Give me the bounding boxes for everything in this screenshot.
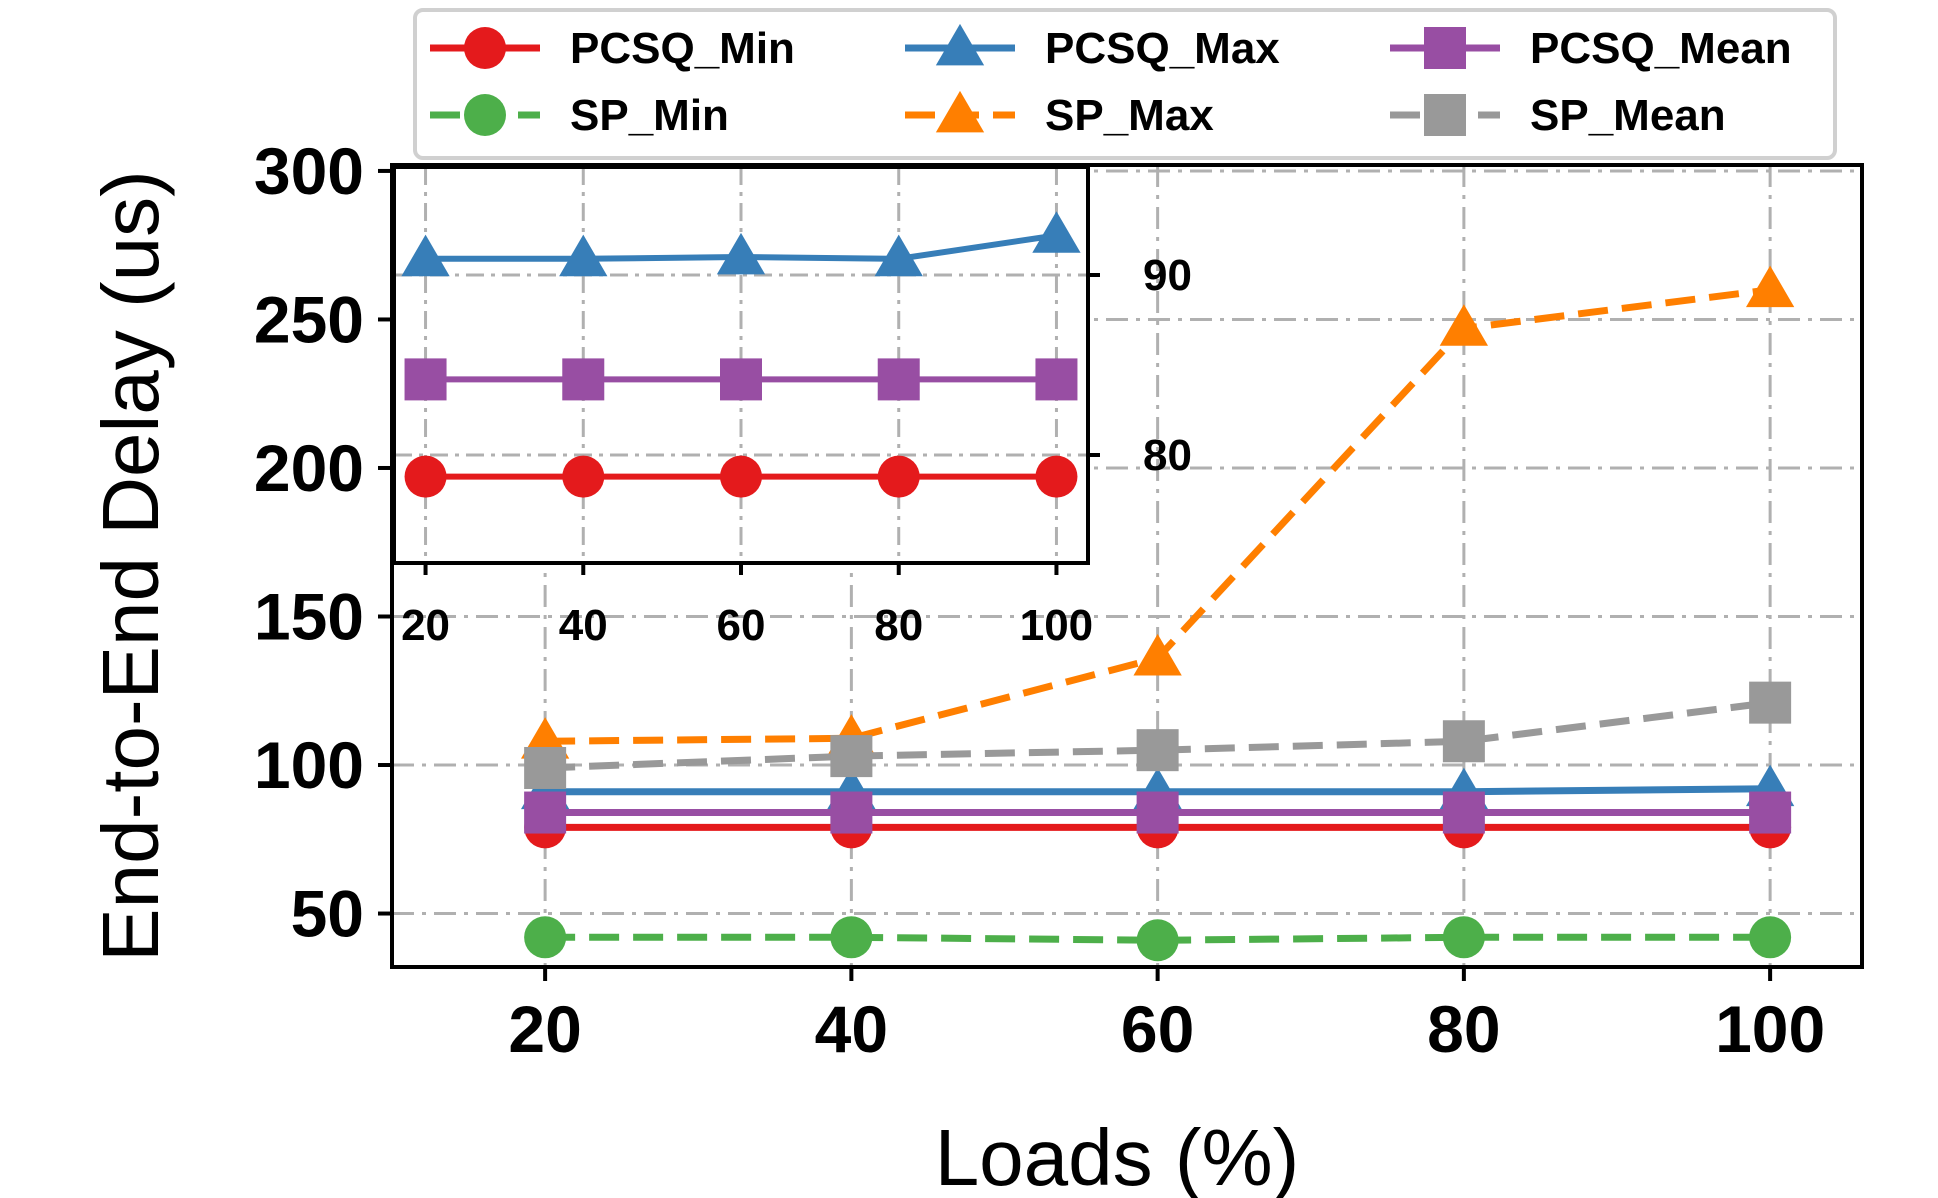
inset-x-tick-label: 40 bbox=[559, 601, 608, 650]
inset-point-pcsq-mean bbox=[1035, 358, 1078, 401]
data-point-sp-min bbox=[1136, 919, 1179, 962]
inset-point-pcsq-max bbox=[559, 234, 608, 277]
inset-point-pcsq-max bbox=[716, 232, 766, 275]
legend-label: SP_Mean bbox=[1530, 91, 1726, 140]
inset-point-pcsq-mean bbox=[720, 358, 762, 401]
legend-label: SP_Min bbox=[570, 91, 729, 140]
main-ticks: 20 40 60 80 100 50 100 150 200 250 300 bbox=[254, 134, 1825, 1066]
data-point-sp-max bbox=[1745, 265, 1795, 308]
y-tick-label: 250 bbox=[254, 282, 364, 356]
legend-label: PCSQ_Mean bbox=[1530, 24, 1792, 73]
inset-point-pcsq-min bbox=[404, 455, 447, 498]
inset-x-tick-label: 20 bbox=[401, 601, 450, 650]
legend-marker-pcsq-min bbox=[464, 27, 506, 69]
inset-point-pcsq-mean bbox=[562, 358, 605, 401]
y-tick-label: 100 bbox=[254, 728, 364, 802]
y-axis-title: End-to-End Delay (us) bbox=[86, 170, 175, 961]
inset-point-pcsq-max bbox=[874, 234, 923, 277]
inset-point-pcsq-max bbox=[401, 234, 450, 277]
main-series bbox=[520, 265, 1795, 962]
data-point-pcsq-mean bbox=[1136, 791, 1179, 834]
data-point-pcsq-mean bbox=[830, 791, 873, 834]
data-point-sp-min bbox=[830, 916, 873, 959]
x-tick-label: 60 bbox=[1121, 992, 1194, 1066]
x-tick-label: 80 bbox=[1427, 992, 1500, 1066]
x-axis-title: Loads (%) bbox=[935, 1113, 1300, 1198]
inset-y-tick-label: 80 bbox=[1143, 431, 1192, 480]
legend: PCSQ_Min PCSQ_Max PCSQ_Mean SP_Min SP_Max SP_… bbox=[413, 8, 1837, 160]
data-point-sp-max bbox=[1439, 304, 1489, 346]
inset-y-tick-label: 90 bbox=[1143, 251, 1192, 300]
plot-frame bbox=[390, 163, 1864, 969]
legend-item-pcsq-max: PCSQ_Max bbox=[905, 23, 1280, 73]
series-line-sp-min bbox=[545, 933, 1771, 944]
inset-point-pcsq-min bbox=[562, 455, 605, 498]
series-pcsq-mean bbox=[524, 791, 1792, 834]
legend-item-sp-min: SP_Min bbox=[430, 91, 729, 140]
data-point-sp-min bbox=[1442, 916, 1485, 959]
data-point-sp-min bbox=[524, 916, 567, 959]
legend-item-pcsq-min: PCSQ_Min bbox=[430, 24, 795, 73]
data-point-pcsq-mean bbox=[1749, 791, 1792, 834]
legend-marker-pcsq-mean bbox=[1424, 27, 1466, 69]
inset-series-pcsq-mean bbox=[404, 358, 1078, 401]
data-point-sp-mean bbox=[1136, 729, 1179, 772]
inset-point-pcsq-min bbox=[720, 455, 762, 498]
y-tick-label: 200 bbox=[254, 431, 364, 505]
legend-marker-sp-max bbox=[935, 90, 985, 133]
legend-item-pcsq-mean: PCSQ_Mean bbox=[1390, 24, 1792, 73]
data-point-sp-mean bbox=[1749, 681, 1792, 724]
inset-point-pcsq-mean bbox=[877, 358, 920, 401]
y-tick-label: 150 bbox=[254, 579, 364, 653]
inset-chart: 20 40 60 80 100 80 90 bbox=[392, 165, 1192, 650]
legend-marker-pcsq-max bbox=[935, 23, 985, 66]
series-sp-min bbox=[524, 916, 1792, 962]
data-point-sp-mean bbox=[524, 746, 567, 789]
y-tick-label: 300 bbox=[254, 134, 364, 208]
inset-x-tick-label: 60 bbox=[717, 601, 766, 650]
inset-series-pcsq-min bbox=[404, 455, 1078, 498]
inset-point-pcsq-min bbox=[1035, 455, 1078, 498]
legend-item-sp-mean: SP_Mean bbox=[1390, 91, 1726, 140]
inset-x-tick-label: 100 bbox=[1020, 601, 1093, 650]
data-point-sp-max bbox=[1133, 633, 1182, 676]
data-point-sp-min bbox=[1749, 916, 1792, 959]
data-point-sp-mean bbox=[1442, 720, 1485, 763]
data-point-pcsq-mean bbox=[524, 791, 567, 834]
data-point-sp-mean bbox=[830, 735, 873, 778]
legend-item-sp-max: SP_Max bbox=[905, 90, 1214, 140]
x-tick-label: 20 bbox=[508, 992, 581, 1066]
x-tick-label: 100 bbox=[1715, 992, 1825, 1066]
data-point-pcsq-mean bbox=[1442, 791, 1485, 834]
legend-marker-sp-min bbox=[464, 94, 506, 136]
legend-label: PCSQ_Max bbox=[1045, 24, 1280, 73]
series-sp-mean bbox=[524, 681, 1792, 789]
legend-label: SP_Max bbox=[1045, 91, 1214, 140]
series-line-sp-mean bbox=[544, 699, 1771, 772]
x-tick-label: 40 bbox=[815, 992, 888, 1066]
y-tick-label: 50 bbox=[291, 877, 364, 951]
inset-x-tick-label: 80 bbox=[874, 601, 923, 650]
inset-point-pcsq-mean bbox=[404, 358, 447, 401]
legend-label: PCSQ_Min bbox=[570, 24, 795, 73]
inset-point-pcsq-max bbox=[1032, 211, 1081, 253]
inset-series-pcsq-max bbox=[401, 211, 1081, 277]
legend-marker-sp-mean bbox=[1424, 94, 1466, 136]
inset-point-pcsq-min bbox=[877, 455, 920, 498]
